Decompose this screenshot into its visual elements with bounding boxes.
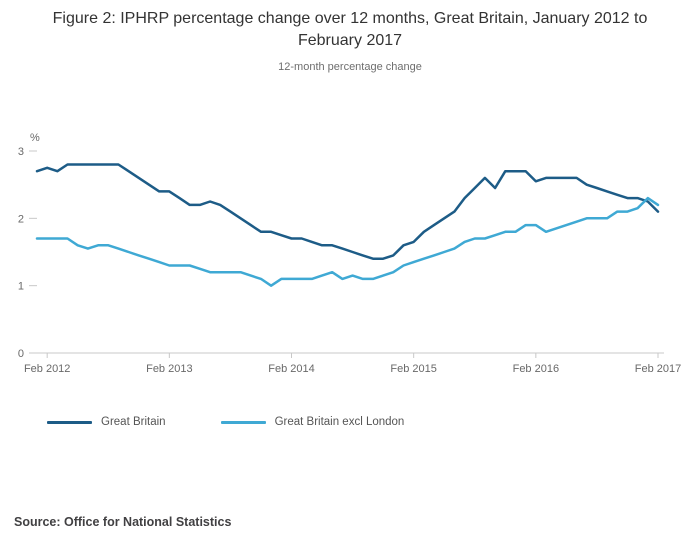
legend: Great Britain Great Britain excl London (47, 416, 700, 428)
x-tick-label: Feb 2013 (146, 363, 192, 375)
chart-title: Figure 2: IPHRP percentage change over 1… (52, 10, 648, 50)
series-line (35, 163, 660, 261)
series-line (35, 197, 660, 288)
legend-item[interactable]: Great Britain (47, 416, 166, 428)
x-tick-label: Feb 2016 (513, 363, 559, 375)
legend-label: Great Britain excl London (274, 416, 405, 429)
chart-subtitle: 12-month percentage change (278, 61, 422, 74)
x-tick-label: Feb 2015 (390, 363, 436, 375)
y-tick-label: 2 (18, 213, 24, 225)
x-tick-label: Feb 2017 (635, 363, 681, 375)
source-text: Source: Office for National Statistics (14, 515, 232, 529)
plot-area: % 0 1 2 3 Feb 2012 Feb 2013 Feb 2014 Feb 2015 Fe… (0, 129, 700, 384)
legend-line-swatch (47, 420, 92, 424)
y-tick-label: 0 (18, 348, 24, 360)
y-axis-unit-label: % (30, 132, 40, 144)
y-tick-label: 1 (18, 281, 24, 293)
x-tick-label: Feb 2014 (268, 363, 314, 375)
chart-svg: % 0 1 2 3 Feb 2012 Feb 2013 Feb 2014 Feb 2015 Fe… (18, 132, 681, 375)
legend-label: Great Britain (101, 416, 166, 429)
x-tick-label: Feb 2012 (24, 363, 70, 375)
y-tick-label: 3 (18, 146, 24, 158)
legend-line-swatch (220, 420, 266, 424)
legend-item[interactable]: Great Britain excl London (220, 416, 405, 429)
